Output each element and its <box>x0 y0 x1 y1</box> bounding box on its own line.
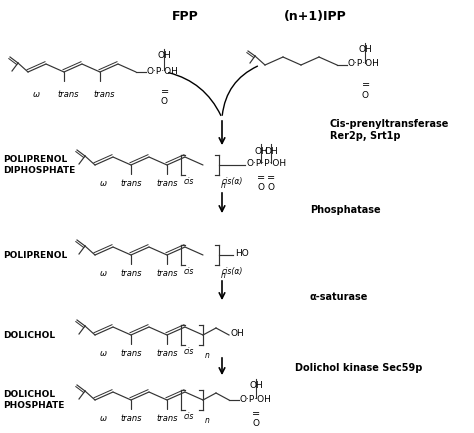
Text: DOLICHOL: DOLICHOL <box>3 330 55 339</box>
Text: cis: cis <box>184 267 194 276</box>
Text: trans: trans <box>156 414 178 423</box>
Text: ω: ω <box>100 269 107 278</box>
Text: cis: cis <box>184 412 194 421</box>
Text: Cis-prenyltransferase
Rer2p, Srt1p: Cis-prenyltransferase Rer2p, Srt1p <box>330 119 449 141</box>
Text: ω: ω <box>100 349 107 358</box>
Text: Dolichol kinase Sec59p: Dolichol kinase Sec59p <box>295 363 422 373</box>
Text: ω: ω <box>100 414 107 423</box>
Text: HO: HO <box>235 249 249 259</box>
Text: =: = <box>252 409 260 419</box>
Text: =: = <box>161 87 169 97</box>
Text: POLIPRENOL: POLIPRENOL <box>3 251 67 259</box>
Text: O·P·OH: O·P·OH <box>240 394 272 404</box>
Text: trans: trans <box>120 269 142 278</box>
Text: α-saturase: α-saturase <box>310 292 368 302</box>
Text: OH: OH <box>249 381 263 391</box>
Text: trans: trans <box>156 349 178 358</box>
Text: ω: ω <box>33 90 39 99</box>
Text: O: O <box>253 419 259 427</box>
Text: OH: OH <box>358 45 372 55</box>
Text: DOLICHOL
PHOSPHATE: DOLICHOL PHOSPHATE <box>3 390 64 410</box>
Text: O·P·P·OH: O·P·P·OH <box>247 159 287 168</box>
Text: FPP: FPP <box>172 10 199 23</box>
Text: cis(α): cis(α) <box>222 267 243 276</box>
Text: O·P·OH: O·P·OH <box>348 59 380 68</box>
Text: O: O <box>257 182 264 191</box>
Text: =: = <box>362 80 370 90</box>
Text: trans: trans <box>120 179 142 188</box>
Text: O: O <box>161 97 167 107</box>
Text: n: n <box>221 181 226 190</box>
Text: n: n <box>221 271 226 280</box>
Text: O: O <box>362 90 368 100</box>
Text: OH: OH <box>264 146 278 155</box>
Text: cis: cis <box>184 347 194 356</box>
Text: trans: trans <box>120 349 142 358</box>
Text: OH: OH <box>254 146 268 155</box>
Text: trans: trans <box>156 179 178 188</box>
Text: OH: OH <box>231 330 245 339</box>
Text: trans: trans <box>93 90 115 99</box>
Text: trans: trans <box>120 414 142 423</box>
Text: Phosphatase: Phosphatase <box>310 205 381 215</box>
Text: cis: cis <box>184 177 194 186</box>
Text: ω: ω <box>100 179 107 188</box>
Text: O·P·OH: O·P·OH <box>147 67 179 75</box>
Text: O: O <box>267 182 274 191</box>
Text: cis(α): cis(α) <box>222 177 243 186</box>
Text: (n+1)IPP: (n+1)IPP <box>283 10 346 23</box>
Text: n: n <box>205 351 210 360</box>
Text: trans: trans <box>57 90 79 99</box>
Text: OH: OH <box>157 52 171 61</box>
Text: n: n <box>205 416 210 425</box>
Text: =: = <box>267 173 275 183</box>
Text: POLIPRENOL
DIPHOSPHATE: POLIPRENOL DIPHOSPHATE <box>3 155 75 174</box>
Text: =: = <box>257 173 265 183</box>
Text: trans: trans <box>156 269 178 278</box>
